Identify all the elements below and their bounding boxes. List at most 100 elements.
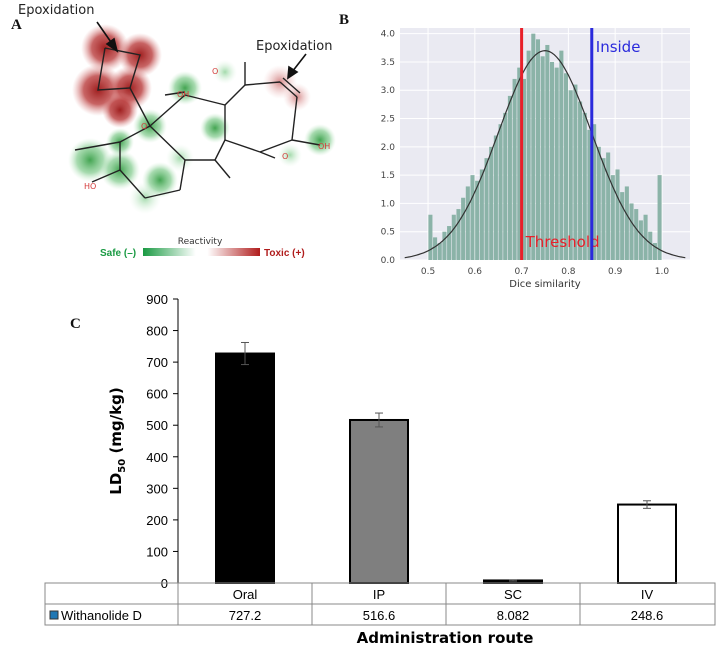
histogram-bar	[540, 56, 545, 261]
bar-oral	[215, 352, 275, 584]
histogram-bar	[535, 39, 541, 260]
bar-ip	[349, 418, 409, 584]
y-tick-label: 1.0	[381, 199, 396, 209]
y-tick-label: 400	[146, 450, 168, 465]
category-label: IV	[641, 587, 654, 602]
y-axis-label-sub: 50	[117, 459, 128, 473]
histogram-bar	[545, 44, 550, 260]
x-axis-ticks: 0.5 0.6 0.7 0.8 0.9 1.0	[421, 267, 669, 277]
series-legend-swatch	[49, 610, 59, 620]
x-tick-label: 0.7	[514, 267, 528, 277]
atom-label: O	[212, 67, 218, 76]
histogram-bar	[493, 135, 498, 260]
reactivity-scale-title: Reactivity	[178, 237, 223, 247]
data-table	[44, 582, 716, 626]
epoxidation-arrows	[96, 21, 307, 80]
bars	[215, 352, 677, 584]
histogram-bar	[610, 175, 615, 260]
histogram-bar	[573, 84, 578, 261]
x-axis-label: Dice similarity	[509, 279, 581, 290]
histogram-bars	[428, 33, 662, 261]
histogram-bar	[428, 214, 433, 260]
y-tick-label: 600	[146, 387, 168, 402]
histogram-bar	[601, 158, 606, 260]
histogram-bar	[620, 192, 625, 260]
histogram-bar	[456, 209, 461, 260]
y-tick-label: 3.5	[381, 58, 395, 68]
histogram-bar	[559, 50, 564, 260]
y-tick-label: 500	[146, 418, 168, 433]
y-tick-label: 900	[146, 292, 168, 307]
y-tick-label: 200	[146, 513, 168, 528]
histogram-bar	[479, 169, 484, 260]
series-legend-name: Withanolide D	[61, 608, 142, 623]
histogram-bar	[549, 61, 555, 260]
table-value: 8.082	[497, 608, 530, 623]
inside-label: Inside	[596, 38, 641, 56]
category-label: Oral	[233, 587, 258, 602]
dice-similarity-histogram: Threshold Inside 0.0 0.5 1.0 1.5 2.0 2.5 3.0 3.5…	[381, 28, 690, 290]
histogram-bar	[470, 175, 475, 260]
y-axis-label-main: LD	[107, 473, 125, 495]
y-tick-label: 1.5	[381, 171, 395, 181]
histogram-bar	[578, 101, 583, 260]
histogram-bar	[582, 112, 587, 260]
atom-label: O	[282, 152, 288, 161]
table-value: 516.6	[363, 608, 396, 623]
histogram-bar	[489, 146, 494, 260]
y-tick-label: 2.5	[381, 115, 395, 125]
histogram-bar	[465, 186, 470, 260]
atom-label: OH	[177, 90, 189, 99]
y-tick-label: 0.5	[381, 228, 395, 238]
histogram-bar	[433, 237, 438, 260]
histogram-bar	[648, 231, 653, 260]
bar-iv	[617, 503, 677, 584]
y-tick-label: 2.0	[381, 143, 396, 153]
table-values: 727.2 516.6 8.082 248.6	[229, 608, 664, 623]
histogram-bar	[442, 231, 447, 260]
histogram-bar	[531, 33, 536, 260]
error-bars	[241, 341, 651, 582]
epoxidation-label-right: Epoxidation	[256, 39, 332, 54]
threshold-label: Threshold	[525, 233, 600, 251]
reactivity-molecule-figure: O OH O O OH HO Epoxidation Epoxidation R…	[18, 3, 336, 259]
histogram-bar	[461, 197, 466, 260]
toxic-label: Toxic (+)	[264, 248, 305, 259]
histogram-bar	[498, 124, 503, 260]
histogram-bar	[606, 152, 611, 260]
y-tick-label: 0.0	[381, 256, 396, 266]
histogram-bar	[624, 186, 629, 260]
histogram-bar	[437, 243, 442, 260]
atom-labels: O OH O O OH HO	[84, 67, 330, 191]
y-axis-ticks: 0.0 0.5 1.0 1.5 2.0 2.5 3.0 3.5 4.0	[381, 30, 396, 266]
panel-label-a: A	[11, 17, 22, 33]
y-tick-label: 800	[146, 324, 168, 339]
x-tick-label: 0.8	[561, 267, 576, 277]
normal-fit-curve	[404, 49, 686, 259]
histogram-bar	[554, 67, 559, 260]
x-tick-label: 1.0	[655, 267, 670, 277]
atom-label: OH	[318, 142, 330, 151]
category-label: SC	[504, 587, 522, 602]
panel-label-c: C	[70, 316, 81, 332]
y-axis-label-unit: (mg/kg)	[107, 387, 125, 459]
reference-lines: Threshold Inside	[520, 28, 641, 260]
y-tick-label: 700	[146, 355, 168, 370]
y-tick-label: 100	[146, 544, 168, 559]
y-tick-label: 4.0	[381, 30, 396, 40]
x-axis-label: Administration route	[357, 629, 534, 647]
histogram-bar	[643, 214, 648, 260]
y-tick-label: 300	[146, 481, 168, 496]
histogram-bar	[484, 158, 489, 260]
histogram-bar	[564, 73, 569, 260]
histogram-bar	[596, 146, 601, 260]
histogram-bar	[657, 175, 662, 260]
histogram-bar	[615, 169, 620, 260]
histogram-bar	[629, 203, 634, 260]
atom-label: O	[141, 122, 147, 131]
molecule-skeleton	[74, 47, 321, 199]
category-labels: Oral IP SC IV	[233, 587, 654, 602]
histogram-bar	[475, 180, 480, 260]
table-value: 248.6	[631, 608, 664, 623]
panel-label-b: B	[339, 12, 350, 28]
